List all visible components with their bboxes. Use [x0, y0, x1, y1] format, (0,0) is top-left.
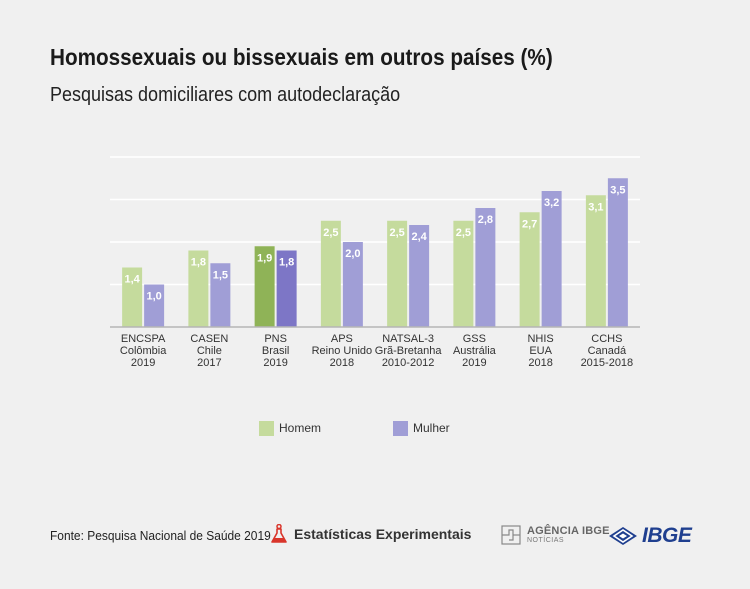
category-label-2-1: Brasil	[262, 345, 290, 357]
category-label-1-1: Chile	[197, 345, 222, 357]
bar-mulher-4	[409, 225, 430, 327]
bar-mulher-2	[276, 250, 297, 327]
category-label-5-1: Austrália	[453, 345, 497, 357]
category-label-6-0: NHIS	[527, 333, 553, 345]
category-label-3-2: 2018	[330, 357, 354, 369]
category-label-0-0: ENCSPA	[121, 333, 166, 345]
experimental-stats-label: Estatísticas Experimentais	[294, 526, 472, 542]
legend-label-homem: Homem	[279, 421, 321, 435]
flask-icon	[271, 524, 287, 543]
data-label-homem-6: 2,7	[522, 218, 537, 230]
bar-homem-3	[320, 220, 341, 327]
category-label-1-0: CASEN	[190, 333, 228, 345]
data-label-mulher-3: 2,0	[345, 248, 360, 260]
data-label-homem-0: 1,4	[124, 274, 140, 286]
agency-label: AGÊNCIA IBGE	[527, 525, 610, 537]
bar-homem-1	[188, 250, 209, 327]
bar-homem-4	[387, 220, 408, 327]
category-label-3-1: Reino Unido	[312, 345, 373, 357]
data-label-mulher-1: 1,5	[213, 269, 228, 281]
bar-mulher-3	[342, 242, 363, 327]
category-label-2-2: 2019	[263, 357, 287, 369]
category-label-6-1: EUA	[529, 345, 552, 357]
bar-mulher-6	[541, 191, 562, 327]
category-label-1-2: 2017	[197, 357, 221, 369]
data-label-homem-1: 1,8	[191, 257, 206, 269]
data-label-mulher-0: 1,0	[146, 291, 161, 303]
category-label-6-2: 2018	[528, 357, 552, 369]
bar-mulher-0	[144, 284, 165, 327]
category-label-7-0: CCHS	[591, 333, 622, 345]
bar-homem-5	[453, 220, 474, 327]
data-label-homem-7: 3,1	[588, 201, 603, 213]
category-label-4-2: 2010-2012	[382, 357, 435, 369]
legend-swatch-homem	[259, 421, 274, 436]
category-label-0-2: 2019	[131, 357, 155, 369]
category-label-5-2: 2019	[462, 357, 486, 369]
category-label-7-2: 2015-2018	[581, 357, 634, 369]
agency-sub-label: NOTÍCIAS	[527, 537, 565, 544]
category-label-4-1: Grã-Bretanha	[375, 345, 443, 357]
data-label-homem-3: 2,5	[323, 227, 338, 239]
chart-subtitle: Pesquisas domiciliares com autodeclaraçã…	[50, 84, 401, 106]
category-label-3-0: APS	[331, 333, 353, 345]
agencia-ibge-logo: AGÊNCIA IBGE NOTÍCIAS	[500, 524, 610, 546]
agency-mark-icon	[501, 525, 521, 545]
category-label-7-1: Canadá	[588, 345, 627, 357]
category-label-0-1: Colômbia	[120, 345, 167, 357]
ibge-logo-text: IBGE	[642, 524, 692, 547]
data-label-mulher-6: 3,2	[544, 197, 559, 209]
legend-swatch-mulher	[393, 421, 408, 436]
bar-mulher-7	[607, 178, 628, 327]
data-label-mulher-2: 1,8	[279, 257, 294, 269]
chart-title: Homossexuais ou bissexuais em outros paí…	[50, 44, 553, 70]
data-label-homem-2: 1,9	[257, 252, 272, 264]
bar-homem-6	[519, 212, 540, 327]
category-label-5-0: GSS	[463, 333, 486, 345]
ibge-logo: IBGE	[608, 524, 692, 548]
data-label-homem-4: 2,5	[389, 227, 404, 239]
bar-chart: 1,41,0ENCSPAColômbia20191,81,5CASENChile…	[110, 156, 640, 436]
experimental-stats-badge: Estatísticas Experimentais	[270, 524, 471, 544]
data-label-mulher-4: 2,4	[411, 231, 427, 243]
bar-mulher-5	[475, 208, 496, 327]
bar-homem-7	[585, 195, 606, 327]
bar-mulher-1	[210, 263, 231, 327]
ibge-diamond-icon	[609, 527, 637, 545]
data-label-homem-5: 2,5	[456, 227, 471, 239]
category-label-2-0: PNS	[264, 333, 287, 345]
data-label-mulher-7: 3,5	[610, 184, 625, 196]
category-label-4-0: NATSAL-3	[382, 333, 434, 345]
legend-label-mulher: Mulher	[413, 421, 450, 435]
bar-homem-0	[122, 267, 143, 327]
source-note: Fonte: Pesquisa Nacional de Saúde 2019	[50, 528, 271, 543]
bar-homem-2	[254, 246, 275, 327]
data-label-mulher-5: 2,8	[478, 214, 493, 226]
